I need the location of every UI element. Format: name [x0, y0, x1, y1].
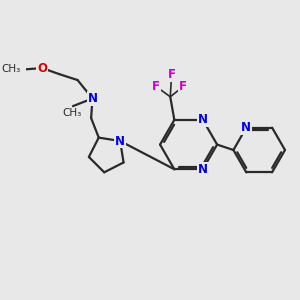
Text: O: O — [37, 61, 47, 75]
Text: N: N — [115, 134, 125, 148]
Text: CH₃: CH₃ — [62, 108, 81, 118]
Text: N: N — [198, 163, 208, 176]
Text: F: F — [168, 68, 176, 81]
Text: F: F — [152, 80, 160, 93]
Text: N: N — [241, 121, 251, 134]
Text: N: N — [198, 113, 208, 126]
Text: CH₃: CH₃ — [1, 64, 20, 74]
Text: N: N — [88, 92, 98, 105]
Text: F: F — [179, 80, 187, 93]
